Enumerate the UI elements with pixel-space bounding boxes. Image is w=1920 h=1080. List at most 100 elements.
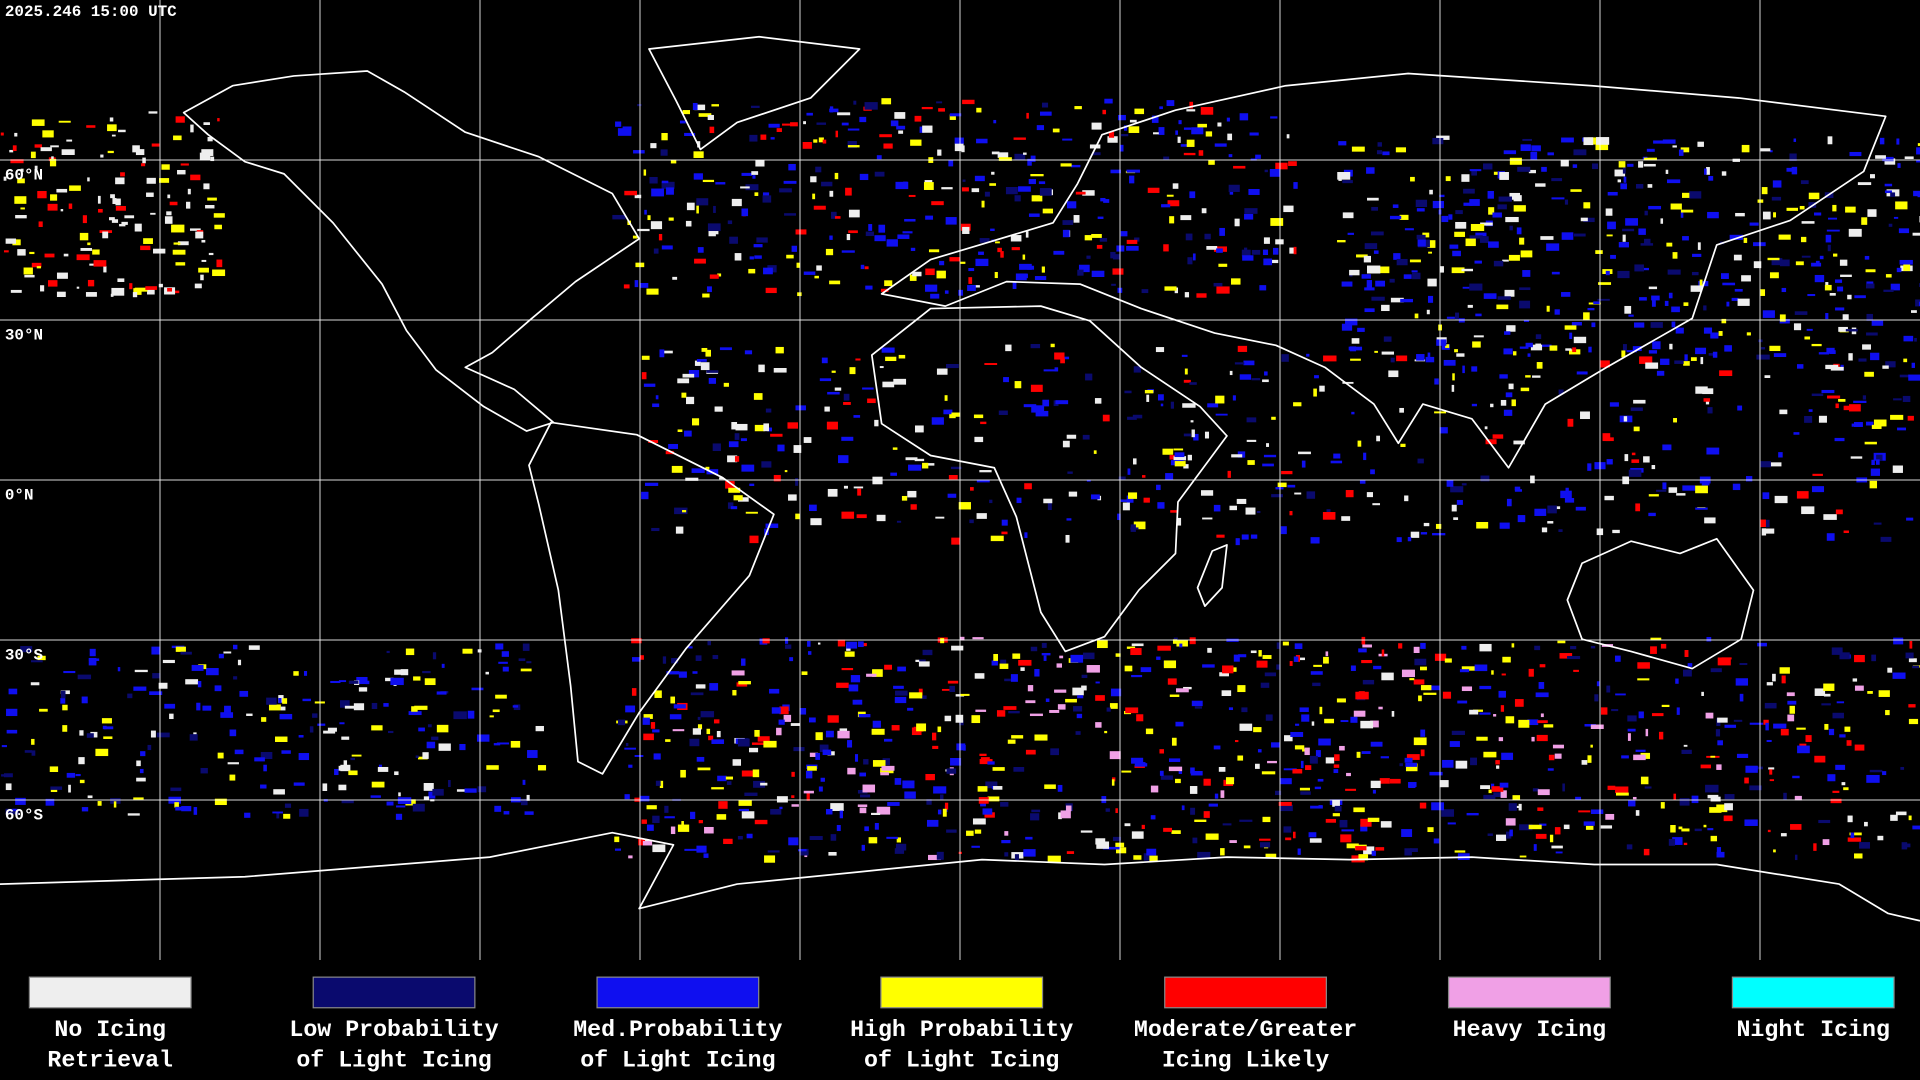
icing-speck	[1650, 646, 1657, 654]
icing-speck	[1000, 802, 1009, 807]
icing-speck	[838, 455, 849, 464]
icing-speck	[968, 277, 973, 284]
icing-speck	[1519, 287, 1531, 291]
icing-speck	[967, 285, 976, 292]
icing-speck	[923, 182, 934, 190]
icing-speck	[668, 443, 679, 449]
icing-speck	[1419, 802, 1427, 809]
icing-speck	[1066, 201, 1077, 209]
icing-speck	[812, 193, 816, 200]
icing-speck	[424, 678, 436, 686]
icing-speck	[624, 747, 636, 750]
icing-speck	[1075, 191, 1086, 195]
icing-speck	[371, 725, 383, 731]
icing-speck	[980, 421, 987, 425]
icing-speck	[945, 217, 957, 225]
icing-speck	[1635, 810, 1640, 816]
icing-speck	[637, 104, 642, 107]
icing-speck	[931, 201, 944, 206]
icing-speck	[1797, 745, 1810, 754]
icing-speck	[1519, 237, 1525, 245]
icing-speck	[1200, 107, 1214, 115]
icing-speck	[1890, 283, 1900, 291]
icing-speck	[1694, 828, 1702, 832]
icing-speck	[1767, 257, 1780, 261]
icing-speck	[650, 143, 657, 149]
icing-speck	[1762, 492, 1770, 500]
icing-speck	[1662, 444, 1672, 451]
icing-speck	[1059, 655, 1064, 659]
icing-speck	[1130, 527, 1139, 530]
icing-speck	[659, 780, 664, 789]
icing-speck	[186, 201, 191, 209]
icing-speck	[958, 289, 964, 296]
icing-speck	[866, 673, 877, 677]
icing-speck	[891, 725, 900, 731]
icing-speck	[681, 821, 684, 828]
icing-speck	[1877, 835, 1884, 841]
icing-speck	[1873, 522, 1882, 525]
icing-speck	[639, 795, 650, 802]
icing-speck	[1832, 204, 1837, 212]
icing-speck	[1493, 714, 1497, 717]
icing-speck	[133, 797, 144, 800]
icing-speck	[322, 783, 328, 791]
icing-speck	[948, 160, 954, 167]
icing-speck	[115, 177, 125, 185]
icing-speck	[1847, 815, 1853, 823]
icing-speck	[1066, 805, 1072, 812]
icing-speck	[999, 663, 1009, 669]
icing-speck	[1488, 207, 1495, 215]
icing-speck	[1875, 155, 1886, 159]
icing-speck	[652, 403, 660, 408]
icing-speck	[1176, 640, 1188, 647]
icing-speck	[1535, 692, 1549, 698]
icing-speck	[666, 671, 680, 675]
icing-speck	[172, 249, 186, 255]
icing-speck	[1497, 204, 1507, 210]
icing-speck	[717, 273, 722, 277]
icing-speck	[1821, 389, 1835, 394]
icing-speck	[1342, 212, 1354, 219]
icing-speck	[1763, 719, 1769, 725]
icing-speck	[1490, 783, 1495, 789]
icing-speck	[282, 698, 288, 704]
icing-speck	[788, 837, 799, 846]
icing-speck	[1293, 656, 1299, 662]
icing-speck	[1670, 203, 1682, 210]
icing-speck	[726, 781, 732, 785]
icing-speck	[1839, 259, 1848, 266]
icing-speck	[1390, 357, 1395, 363]
icing-speck	[1858, 358, 1867, 362]
icing-speck	[1826, 533, 1835, 541]
icing-speck	[847, 141, 857, 149]
icing-speck	[874, 419, 879, 427]
icing-speck	[725, 481, 735, 489]
icing-speck	[1596, 681, 1600, 687]
icing-speck	[1906, 843, 1911, 848]
icing-speck	[834, 387, 842, 391]
icing-speck	[1779, 259, 1790, 267]
icing-speck	[669, 714, 682, 720]
icing-speck	[1018, 659, 1032, 666]
icing-speck	[1461, 645, 1467, 650]
icing-speck	[836, 682, 849, 688]
icing-speck	[1721, 657, 1732, 660]
icing-speck	[741, 658, 746, 666]
icing-speck	[1724, 345, 1732, 352]
icing-speck	[1503, 348, 1513, 355]
icing-speck	[1615, 792, 1629, 796]
icing-speck	[1132, 458, 1137, 465]
icing-speck	[1760, 347, 1766, 350]
icing-speck	[60, 698, 66, 704]
icing-speck	[1864, 441, 1877, 445]
icing-speck	[1554, 309, 1560, 315]
icing-speck	[280, 706, 286, 711]
icing-speck	[956, 743, 966, 751]
icing-speck	[56, 291, 66, 298]
icing-speck	[614, 848, 621, 851]
icing-speck	[1038, 181, 1046, 185]
icing-speck	[1167, 200, 1180, 207]
icing-speck	[931, 417, 944, 425]
icing-speck	[874, 171, 885, 177]
